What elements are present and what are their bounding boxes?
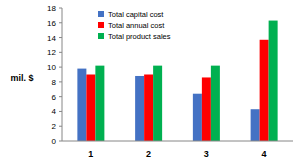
x-tick-label: 1 — [88, 149, 93, 159]
bar — [95, 66, 104, 141]
x-tick-label: 2 — [146, 149, 151, 159]
bars — [77, 21, 277, 141]
legend-label: Total product sales — [108, 32, 171, 41]
y-tick-label: 2 — [52, 122, 57, 131]
bar — [135, 76, 144, 141]
legend-label: Total capital cost — [108, 10, 164, 19]
y-tick-label: 12 — [47, 48, 56, 57]
bar — [86, 75, 95, 142]
legend-swatch — [98, 11, 104, 17]
chart: 024681012141618mil. $1234Total capital c… — [0, 0, 300, 163]
y-tick-label: 6 — [52, 93, 57, 102]
legend-label: Total annual cost — [108, 21, 165, 30]
legend-swatch — [98, 22, 104, 28]
bar — [260, 40, 269, 141]
x-tick-label: 4 — [262, 149, 267, 159]
bar — [211, 66, 220, 141]
bar — [153, 66, 162, 141]
bar — [77, 69, 86, 141]
bar — [144, 75, 153, 142]
legend-swatch — [98, 33, 104, 39]
chart-container: 024681012141618mil. $1234Total capital c… — [0, 0, 300, 163]
y-tick-label: 18 — [47, 4, 56, 13]
x-tick-label: 3 — [204, 149, 209, 159]
y-tick-label: 14 — [47, 34, 56, 43]
y-tick-label: 4 — [52, 107, 57, 116]
y-tick-label: 0 — [52, 137, 57, 146]
bar — [251, 109, 260, 141]
y-tick-label: 8 — [52, 78, 57, 87]
y-axis — [62, 8, 63, 141]
bar — [193, 94, 202, 141]
y-tick-label: 10 — [47, 63, 56, 72]
y-axis-label: mil. $ — [10, 73, 33, 83]
bar — [269, 21, 278, 141]
bar — [202, 77, 211, 141]
x-axis — [62, 141, 293, 142]
y-tick-label: 16 — [47, 19, 56, 28]
legend: Total capital cost Total annual cost Total… — [98, 10, 171, 41]
